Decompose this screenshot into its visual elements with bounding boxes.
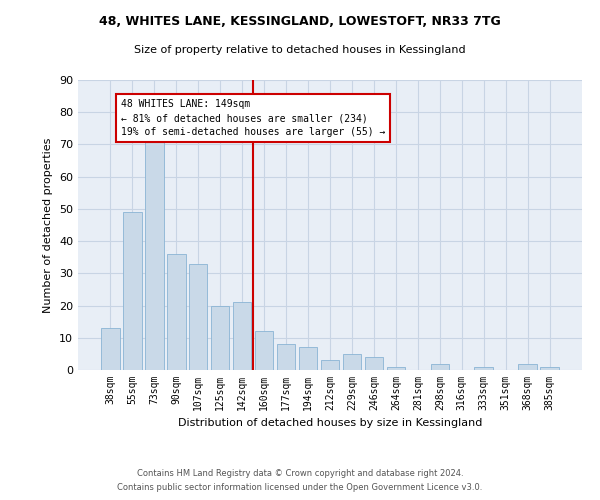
Bar <box>299 348 317 370</box>
Bar <box>386 367 405 370</box>
Text: Contains HM Land Registry data © Crown copyright and database right 2024.: Contains HM Land Registry data © Crown c… <box>137 468 463 477</box>
Y-axis label: Number of detached properties: Number of detached properties <box>43 138 53 312</box>
Bar <box>365 357 383 370</box>
Bar <box>211 306 229 370</box>
Bar <box>145 135 164 370</box>
Bar <box>277 344 295 370</box>
Bar <box>167 254 185 370</box>
Text: Size of property relative to detached houses in Kessingland: Size of property relative to detached ho… <box>134 45 466 55</box>
Text: 48 WHITES LANE: 149sqm
← 81% of detached houses are smaller (234)
19% of semi-de: 48 WHITES LANE: 149sqm ← 81% of detached… <box>121 100 386 138</box>
Bar <box>189 264 208 370</box>
Bar <box>255 332 274 370</box>
Bar <box>101 328 119 370</box>
Text: Contains public sector information licensed under the Open Government Licence v3: Contains public sector information licen… <box>118 484 482 492</box>
Bar <box>343 354 361 370</box>
Bar <box>518 364 537 370</box>
Text: 48, WHITES LANE, KESSINGLAND, LOWESTOFT, NR33 7TG: 48, WHITES LANE, KESSINGLAND, LOWESTOFT,… <box>99 15 501 28</box>
Bar <box>541 367 559 370</box>
Bar <box>431 364 449 370</box>
Bar <box>475 367 493 370</box>
Bar <box>320 360 340 370</box>
X-axis label: Distribution of detached houses by size in Kessingland: Distribution of detached houses by size … <box>178 418 482 428</box>
Bar <box>123 212 142 370</box>
Bar <box>233 302 251 370</box>
